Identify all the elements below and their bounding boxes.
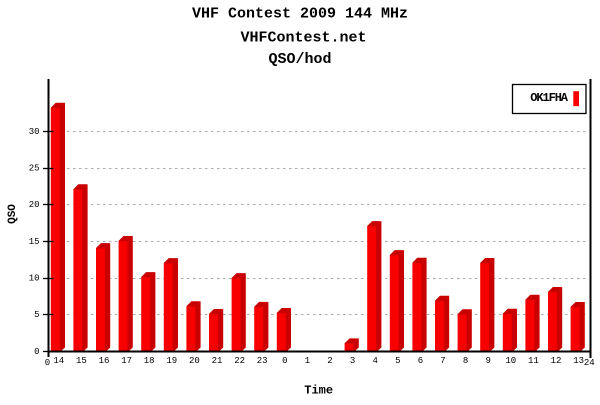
svg-text:3: 3 xyxy=(350,356,355,366)
svg-text:21: 21 xyxy=(212,356,223,366)
svg-text:20: 20 xyxy=(29,200,40,210)
svg-text:2: 2 xyxy=(327,356,332,366)
svg-text:15: 15 xyxy=(29,237,40,247)
svg-text:19: 19 xyxy=(166,356,177,366)
svg-text:5: 5 xyxy=(34,310,39,320)
svg-text:QSO/hod: QSO/hod xyxy=(268,51,331,68)
svg-text:0: 0 xyxy=(34,347,39,357)
svg-text:OK1FHA: OK1FHA xyxy=(530,91,569,105)
svg-text:12: 12 xyxy=(551,356,562,366)
svg-text:1: 1 xyxy=(305,356,310,366)
svg-text:30: 30 xyxy=(29,127,40,137)
svg-text:0: 0 xyxy=(45,358,50,368)
svg-text:10: 10 xyxy=(29,274,40,284)
svg-text:5: 5 xyxy=(395,356,400,366)
svg-text:10: 10 xyxy=(505,356,516,366)
svg-text:20: 20 xyxy=(189,356,200,366)
svg-text:16: 16 xyxy=(99,356,110,366)
svg-text:9: 9 xyxy=(485,356,490,366)
svg-text:13: 13 xyxy=(573,356,584,366)
svg-text:6: 6 xyxy=(418,356,423,366)
svg-text:15: 15 xyxy=(76,356,87,366)
svg-text:18: 18 xyxy=(144,356,155,366)
svg-text:17: 17 xyxy=(121,356,132,366)
svg-text:VHFContest.net: VHFContest.net xyxy=(240,30,366,47)
svg-text:QSO: QSO xyxy=(7,204,19,224)
svg-text:24: 24 xyxy=(584,358,595,368)
svg-text:22: 22 xyxy=(234,356,245,366)
svg-text:4: 4 xyxy=(372,356,377,366)
svg-text:VHF Contest 2009 144 MHz: VHF Contest 2009 144 MHz xyxy=(192,6,408,23)
svg-text:25: 25 xyxy=(29,164,40,174)
svg-text:8: 8 xyxy=(463,356,468,366)
svg-text:0: 0 xyxy=(282,356,287,366)
svg-text:11: 11 xyxy=(528,356,539,366)
svg-text:Time: Time xyxy=(304,384,333,398)
svg-text:7: 7 xyxy=(440,356,445,366)
svg-text:14: 14 xyxy=(53,356,64,366)
svg-text:23: 23 xyxy=(257,356,268,366)
